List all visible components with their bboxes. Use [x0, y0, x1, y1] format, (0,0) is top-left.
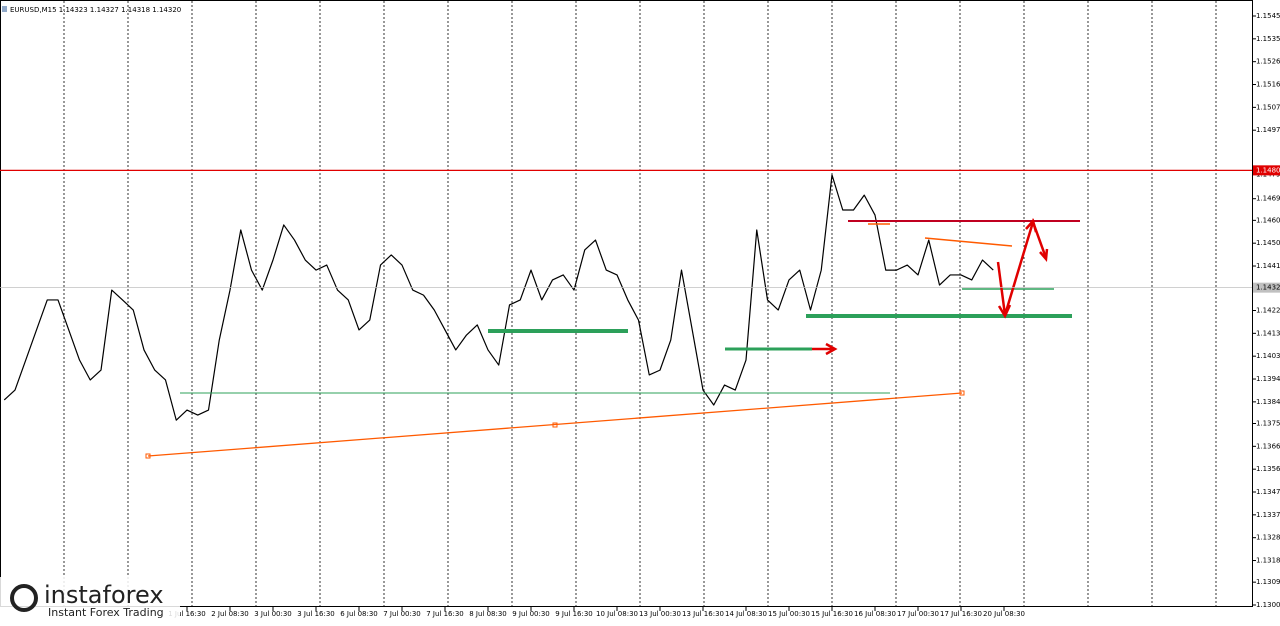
drawings — [145, 218, 1080, 459]
x-tick-label: 9 Jul 00:30 — [512, 610, 550, 618]
price-line — [3, 174, 994, 421]
y-tick-label: 1.15450 — [1256, 12, 1280, 20]
trend-line — [147, 392, 963, 457]
x-tick-label: 8 Jul 08:30 — [469, 610, 507, 618]
y-tick-label: 1.13845 — [1256, 398, 1280, 406]
y-tick-label: 1.15070 — [1256, 103, 1280, 111]
y-tick-label: 1.14225 — [1256, 307, 1280, 315]
y-tick-label: 1.15165 — [1256, 81, 1280, 89]
x-tick-label: 3 Jul 00:30 — [254, 610, 292, 618]
current-price-bg — [1253, 282, 1280, 293]
y-tick-label: 1.14505 — [1256, 239, 1280, 247]
x-tick-label: 1 Jul 16:30 — [168, 610, 206, 618]
y-tick-label: 1.13095 — [1256, 578, 1280, 586]
logo-bg — [0, 577, 180, 622]
y-tick-label: 1.14690 — [1256, 195, 1280, 203]
symbol-icon — [2, 6, 7, 12]
handle — [145, 453, 151, 459]
handle — [552, 422, 558, 428]
y-tick-label: 1.15355 — [1256, 35, 1280, 43]
x-tick-label: 7 Jul 16:30 — [426, 610, 464, 618]
x-tick-label: 15 Jul 16:30 — [811, 610, 853, 618]
x-tick-label: 15 Jul 00:30 — [768, 610, 810, 618]
y-tick-label: 1.13185 — [1256, 557, 1280, 565]
plot-frame — [0, 0, 1253, 607]
logo-icon — [10, 584, 38, 612]
level-label-bg — [1253, 165, 1280, 176]
x-tick-label: 17 Jul 00:30 — [897, 610, 939, 618]
level-label: 1.14808 — [1256, 166, 1280, 174]
y-tick-label: 1.14035 — [1256, 352, 1280, 360]
x-tick-label: 13 Jul 16:30 — [682, 610, 724, 618]
y-tick-label: 1.13660 — [1256, 442, 1280, 450]
y-tick-label: 1.14975 — [1256, 126, 1280, 134]
x-tick-label: 10 Jul 08:30 — [596, 610, 638, 618]
arrow — [996, 218, 1048, 316]
x-tick-label: 2 Jul 08:30 — [211, 610, 249, 618]
arrow — [812, 342, 838, 356]
y-tick-label: 1.14410 — [1256, 262, 1280, 270]
trend-line — [924, 237, 1013, 247]
current-price-label: 1.14320 — [1256, 284, 1280, 292]
x-tick-label: 13 Jul 00:30 — [639, 610, 681, 618]
vertical-grid — [63, 1, 1217, 606]
x-tick-label: 6 Jul 08:30 — [340, 610, 378, 618]
y-tick-label: 1.15260 — [1256, 58, 1280, 66]
x-tick-label: 9 Jul 16:30 — [555, 610, 593, 618]
x-tick-label: 17 Jul 16:30 — [940, 610, 982, 618]
x-tick-label: 20 Jul 08:30 — [983, 610, 1025, 618]
y-tick-label: 1.13000 — [1256, 601, 1280, 609]
handle — [959, 390, 965, 396]
x-tick-label: 14 Jul 08:30 — [725, 610, 767, 618]
tagline: Instant Forex Trading — [48, 606, 164, 619]
y-tick-label: 1.13280 — [1256, 534, 1280, 542]
y-tick-label: 1.13940 — [1256, 375, 1280, 383]
y-tick-label: 1.14130 — [1256, 329, 1280, 337]
y-tick-label: 1.13565 — [1256, 465, 1280, 473]
y-tick-label: 1.14600 — [1256, 216, 1280, 224]
x-tick-label: 16 Jul 08:30 — [854, 610, 896, 618]
brand: instaforex — [44, 581, 164, 609]
arrowhead — [997, 218, 1049, 319]
x-tick-label: 3 Jul 16:30 — [297, 610, 335, 618]
x-tick-label: 7 Jul 00:30 — [383, 610, 421, 618]
y-tick-label: 1.13375 — [1256, 511, 1280, 519]
watermark: instaforex Instant Forex Trading — [0, 577, 180, 622]
y-tick-label: 1.13470 — [1256, 488, 1280, 496]
y-tick-label: 1.13755 — [1256, 419, 1280, 427]
chart-title: EURUSD,M15 1.14323 1.14327 1.14318 1.143… — [10, 6, 181, 14]
